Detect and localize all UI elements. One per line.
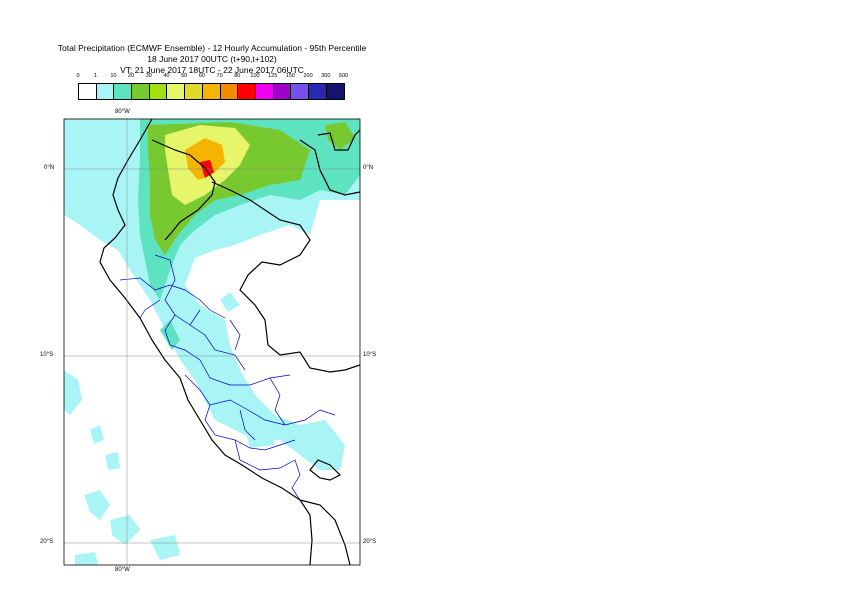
lon-label-top: 80°W bbox=[115, 109, 130, 115]
legend-swatch bbox=[96, 84, 115, 99]
legend-level-label: 10 bbox=[110, 73, 117, 79]
lat-label-left-middle: 10°S bbox=[40, 352, 54, 358]
legend-swatch bbox=[114, 84, 133, 99]
legend-swatch bbox=[273, 84, 292, 99]
legend-swatch bbox=[291, 84, 309, 99]
legend-level-label: 500 bbox=[338, 73, 349, 79]
legend-level-label: 50 bbox=[181, 73, 188, 79]
legend-level-label: 150 bbox=[285, 73, 295, 79]
legend-level-label: 60 bbox=[198, 73, 205, 79]
legend-level-label: 80 bbox=[234, 73, 241, 79]
legend-level-label: 1 bbox=[94, 73, 98, 79]
legend-level-label: 40 bbox=[163, 73, 170, 79]
precip-orange-area bbox=[185, 138, 225, 180]
lon-label-bottom: 80°W bbox=[115, 567, 130, 573]
legend-swatch bbox=[238, 84, 256, 99]
legend-level-label: 125 bbox=[268, 73, 278, 79]
legend-swatch bbox=[326, 84, 345, 99]
legend-colorbar bbox=[78, 83, 346, 100]
legend-swatch bbox=[149, 84, 168, 99]
legend-swatch bbox=[167, 84, 186, 99]
lat-label-left-bottom: 20°S bbox=[40, 539, 54, 545]
lat-label-right-middle: 10°S bbox=[363, 352, 377, 358]
legend-swatch bbox=[255, 84, 274, 99]
title-line-2: 18 June 2017 00UTC (t+90,t+102) bbox=[147, 54, 277, 64]
legend-swatch bbox=[308, 84, 327, 99]
legend-level-label: 100 bbox=[250, 73, 260, 79]
legend-swatch bbox=[132, 84, 150, 99]
map-frame bbox=[63, 118, 361, 566]
legend-swatch bbox=[79, 84, 97, 99]
legend-swatch bbox=[220, 84, 239, 99]
legend-swatch bbox=[202, 84, 221, 99]
lat-label-left-top: 0°N bbox=[44, 165, 55, 171]
title-line-3: VT: 21 June 2017 18UTC - 22 June 2017 06… bbox=[120, 65, 304, 75]
legend-swatch bbox=[185, 84, 203, 99]
lat-label-right-top: 0°N bbox=[363, 165, 374, 171]
graticule bbox=[64, 119, 360, 565]
regional-boundaries bbox=[119, 254, 336, 501]
legend-level-label: 200 bbox=[303, 73, 313, 79]
precip-light-area bbox=[64, 119, 360, 565]
legend-level-label: 20 bbox=[128, 73, 135, 79]
legend-labels: 0 1 10 20 30 40 50 60 70 80 100 125 150 200 300 500 bbox=[0, 73, 424, 83]
legend-level-label: 300 bbox=[321, 73, 331, 79]
lat-label-right-bottom: 20°S bbox=[363, 539, 377, 545]
coastline bbox=[99, 119, 360, 565]
legend-level-label: 30 bbox=[145, 73, 152, 79]
legend-level-label: 70 bbox=[216, 73, 223, 79]
title-line-1: Total Precipitation (ECMWF Ensemble) - 1… bbox=[57, 43, 367, 53]
legend-level-label: 0 bbox=[76, 73, 80, 79]
